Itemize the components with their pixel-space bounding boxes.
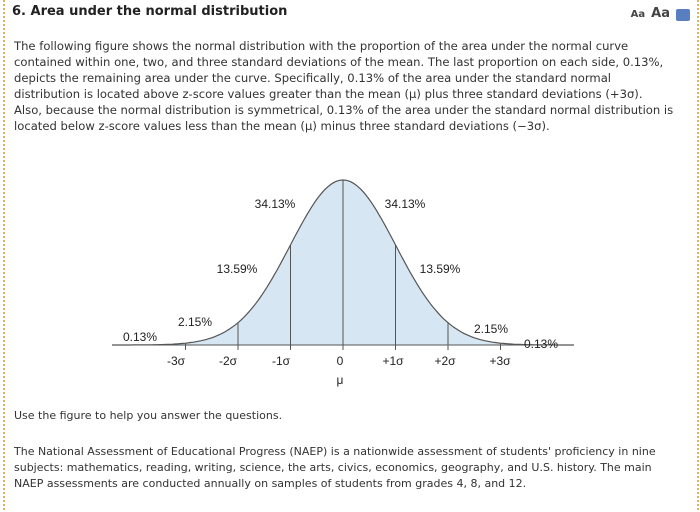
axis-label: +1σ [382, 354, 404, 368]
paragraph: The National Assessment of Educational P… [14, 445, 656, 490]
normal-figure: 0.13% 2.15% 13.59% 34.13% 34.13% 13.59% 2.15% 0… [112, 179, 574, 387]
mean-label: μ [337, 373, 344, 387]
region-label: 2.15% [474, 322, 508, 336]
region-label: 0.13% [524, 337, 558, 351]
axis-label: -2σ [219, 354, 238, 368]
instruction: Use the figure to help you answer the qu… [14, 409, 283, 422]
region-label: 34.13% [385, 197, 426, 211]
question-title: 6. Area under the normal distribution [12, 4, 288, 19]
axis-label: -1σ [272, 354, 291, 368]
axis-label: +2σ [434, 354, 456, 368]
axis-label: -3σ [167, 354, 186, 368]
font-small[interactable]: Aa [630, 9, 646, 20]
axis-label: +3σ [489, 354, 511, 368]
region-label: 34.13% [255, 197, 296, 211]
print-icon[interactable] [676, 9, 690, 21]
axis-label: 0 [337, 354, 344, 368]
region-label: 2.15% [178, 315, 212, 329]
frame [3, 0, 699, 510]
region-label: 0.13% [123, 330, 157, 344]
intro-text: The following figure shows the normal di… [14, 39, 674, 133]
region-label: 13.59% [217, 262, 258, 276]
font-large[interactable]: Aa [651, 6, 670, 21]
region-label: 13.59% [420, 262, 461, 276]
font-size-controls: Aa Aa [631, 6, 670, 21]
